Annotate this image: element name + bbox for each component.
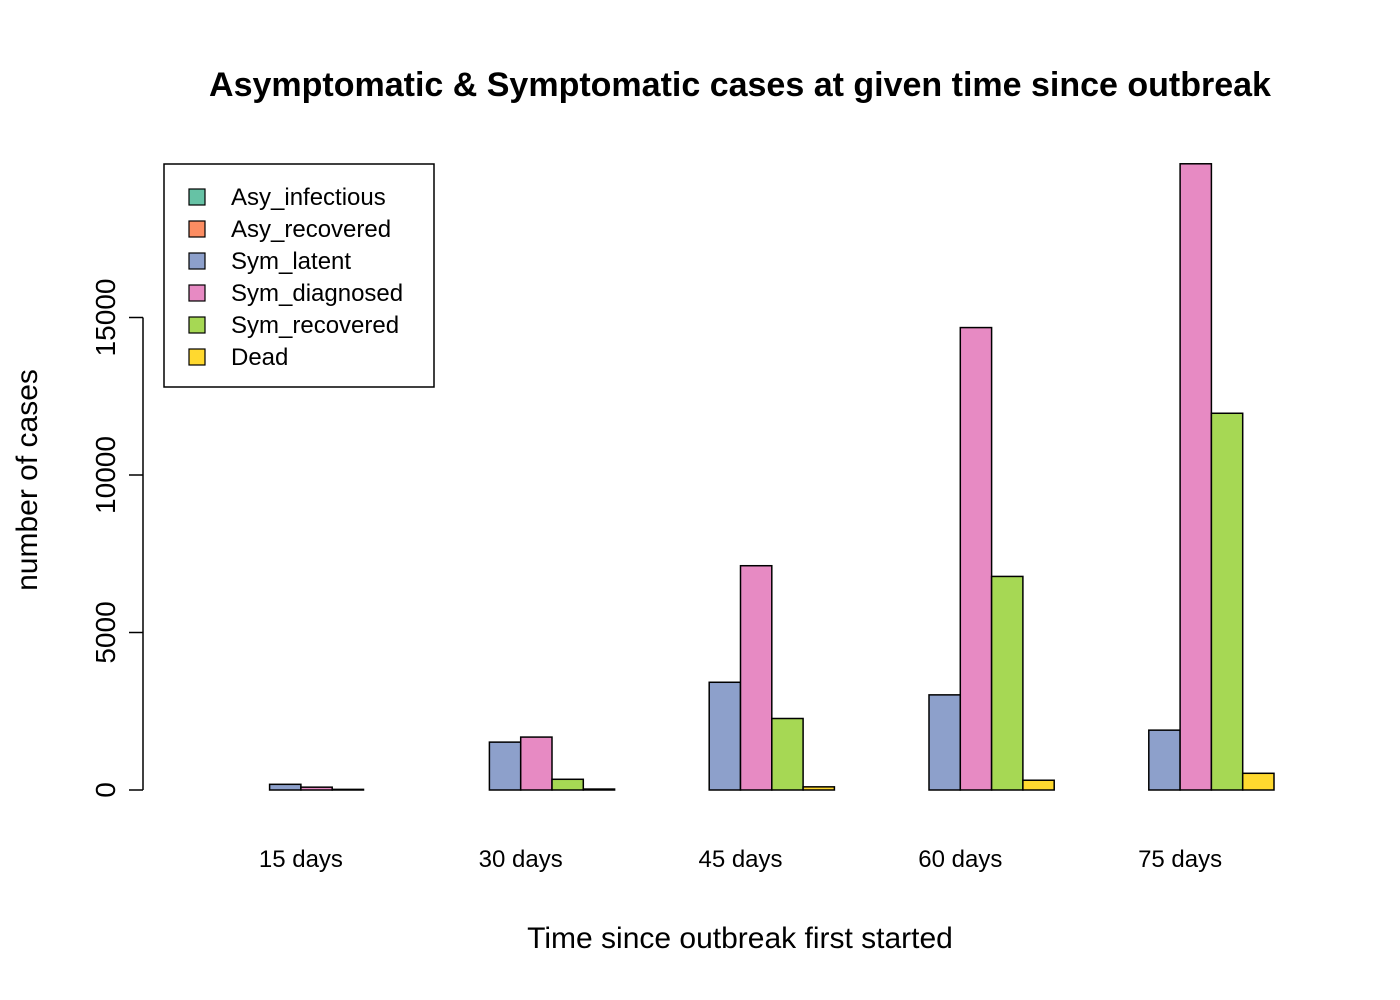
y-tick-label: 15000 <box>90 279 121 357</box>
bar-sym-diagnosed <box>959 326 993 791</box>
legend-swatch <box>188 284 206 302</box>
bar-sym-latent <box>488 741 522 791</box>
bar-dead <box>582 788 616 791</box>
legend-label: Asy_recovered <box>231 216 391 243</box>
legend-label: Sym_latent <box>231 248 351 275</box>
y-tick-label: 10000 <box>90 436 121 514</box>
y-tick-label: 0 <box>90 782 121 798</box>
legend-swatch <box>188 348 206 366</box>
x-category-label: 75 days <box>1138 846 1222 873</box>
bar-sym-diagnosed <box>519 736 553 791</box>
y-axis-label: number of cases <box>11 369 44 591</box>
category-labels: 15 days 30 days 45 days 60 days 75 days <box>259 846 1222 873</box>
bar-sym-diagnosed <box>1179 163 1213 791</box>
bar-sym-latent <box>928 694 962 791</box>
legend-swatch <box>188 188 206 206</box>
x-axis-label: Time since outbreak first started <box>527 922 953 955</box>
legend-label: Asy_infectious <box>231 184 386 211</box>
y-tick-label: 5000 <box>90 601 121 663</box>
bar-sym-recovered <box>551 778 585 791</box>
x-category-label: 30 days <box>479 846 563 873</box>
legend-label: Sym_recovered <box>231 312 399 339</box>
legend: Asy_infectious Asy_recovered Sym_latent Sym… <box>163 163 435 388</box>
bar-sym-diagnosed <box>739 564 773 791</box>
bar-dead <box>1241 772 1275 791</box>
legend-swatch <box>188 316 206 334</box>
legend-swatch <box>188 252 206 270</box>
legend-label: Sym_diagnosed <box>231 280 403 307</box>
bar-sym-recovered <box>771 717 804 791</box>
bars-group <box>268 163 1275 791</box>
legend-swatch <box>188 220 206 238</box>
x-category-label: 60 days <box>918 846 1002 873</box>
bar-sym-latent <box>268 783 302 791</box>
bar-sym-recovered <box>990 575 1024 791</box>
bar-sym-diagnosed <box>300 786 333 791</box>
bar-dead <box>802 786 836 791</box>
bar-dead <box>1022 779 1055 791</box>
bar-sym-latent <box>1148 729 1181 791</box>
chart-title: Asymptomatic & Symptomatic cases at give… <box>209 66 1271 104</box>
x-category-label: 45 days <box>698 846 782 873</box>
bar-sym-latent <box>708 681 742 791</box>
bar-sym-recovered <box>1210 412 1244 791</box>
y-axis: 0 5000 10000 15000 <box>90 279 144 798</box>
x-category-label: 15 days <box>259 846 343 873</box>
legend-box <box>163 163 435 388</box>
bar-sym-recovered <box>331 788 365 791</box>
legend-label: Dead <box>231 344 288 371</box>
